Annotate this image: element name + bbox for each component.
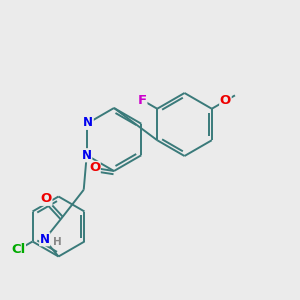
Text: F: F bbox=[138, 94, 147, 106]
Text: O: O bbox=[89, 161, 100, 175]
Text: N: N bbox=[82, 149, 92, 162]
Text: O: O bbox=[40, 192, 52, 205]
Text: N: N bbox=[83, 116, 93, 129]
Text: Cl: Cl bbox=[11, 243, 26, 256]
Text: H: H bbox=[53, 237, 62, 247]
Text: O: O bbox=[220, 94, 231, 107]
Text: N: N bbox=[40, 233, 50, 246]
